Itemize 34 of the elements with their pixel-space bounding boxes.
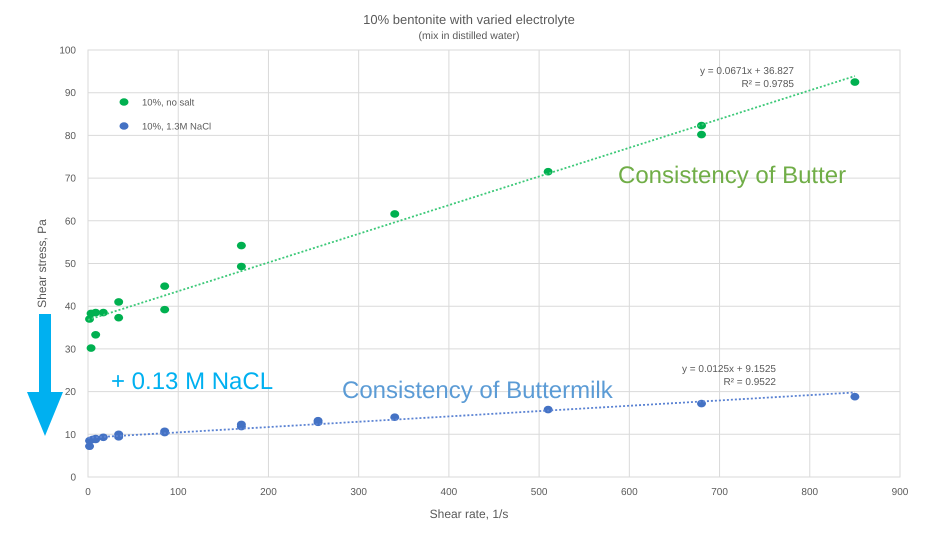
y-tick-label: 100 xyxy=(59,46,76,56)
y-tick-label: 60 xyxy=(64,216,76,228)
x-tick-label: 600 xyxy=(620,487,638,498)
x-tick-label: 400 xyxy=(440,487,458,498)
x-axis-title: Shear rate, 1/s xyxy=(430,507,508,521)
y-tick-label: 20 xyxy=(64,387,76,398)
y-tick-label: 30 xyxy=(64,344,76,356)
x-tick-label: 0 xyxy=(85,487,92,498)
x-tick-label: 800 xyxy=(801,487,819,498)
annotation: R² = 0.9785 xyxy=(741,79,794,90)
annotation: y = 0.0671x + 36.827 xyxy=(700,66,794,77)
annotation: Consistency of Buttermilk xyxy=(342,377,614,404)
x-tick-label: 100 xyxy=(170,487,187,498)
y-axis-title: Shear stress, Pa xyxy=(35,218,49,308)
legend-label: 10%, 1.3M NaCl xyxy=(142,121,212,132)
y-tick-label: 80 xyxy=(64,130,76,142)
chart-subtitle: (mix in distilled water) xyxy=(418,30,520,42)
x-tick-label: 300 xyxy=(350,487,368,498)
chart-title: 10% bentonite with varied electrolyte xyxy=(363,12,575,27)
annotation: + 0.13 M NaCL xyxy=(111,368,274,395)
y-tick-label: 90 xyxy=(64,88,76,100)
x-tick-label: 900 xyxy=(892,487,909,498)
annotation: R² = 0.9522 xyxy=(723,377,776,388)
annotation: y = 0.0125x + 9.1525 xyxy=(682,364,776,375)
x-tick-label: 500 xyxy=(530,487,548,498)
y-tick-label: 10 xyxy=(64,430,76,441)
x-tick-label: 200 xyxy=(260,487,278,498)
y-tick-label: 70 xyxy=(64,174,76,185)
annotation: Consistency of Butter xyxy=(618,162,846,189)
y-tick-label: 0 xyxy=(70,472,76,484)
legend-label: 10%, no salt xyxy=(142,97,195,108)
x-tick-label: 700 xyxy=(711,487,728,498)
y-tick-label: 50 xyxy=(64,259,76,270)
y-tick-label: 40 xyxy=(64,302,76,313)
